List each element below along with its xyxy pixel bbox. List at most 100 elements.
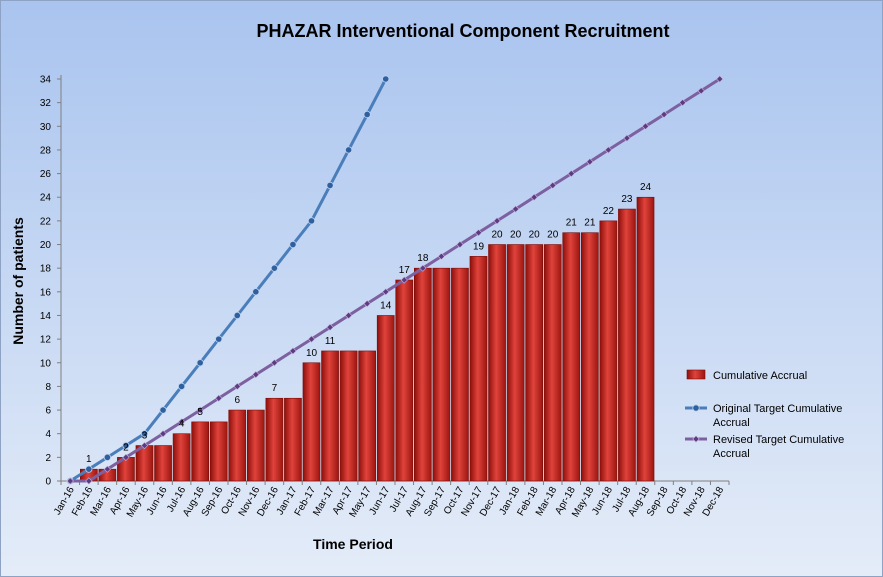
revised-target-marker [530, 193, 538, 201]
legend: Cumulative Accrual Original Target Cumula… [685, 369, 844, 460]
original-target-marker [122, 441, 130, 450]
revised-target-marker [289, 347, 297, 355]
original-target-marker [382, 75, 390, 83]
revised-target-marker [159, 430, 167, 438]
original-target-marker [252, 288, 260, 296]
y-tick-label: 14 [40, 311, 52, 322]
original-target-marker [326, 181, 334, 190]
revised-target-marker [493, 217, 501, 225]
bar-data-label: 1 [86, 454, 92, 465]
cumulative-accrual-bar [469, 256, 488, 482]
revised-target-marker [270, 359, 279, 367]
cumulative-accrual-bar [525, 244, 544, 482]
cumulative-accrual-bar [228, 409, 247, 482]
original-target-marker [363, 110, 371, 119]
y-tick-label: 12 [40, 335, 52, 346]
cumulative-accrual-bar [321, 350, 339, 482]
revised-target-marker [586, 158, 594, 166]
legend-label: Cumulative Accrual [713, 370, 807, 382]
revised-target-marker [177, 418, 186, 426]
revised-target-marker [678, 99, 687, 107]
bar-data-label: 5 [197, 407, 203, 418]
bar-data-label: 21 [584, 218, 596, 229]
bar-data-label: 20 [510, 230, 522, 241]
revised-target-marker [122, 453, 130, 461]
original-target-marker [196, 359, 204, 367]
legend-bar-swatch [686, 369, 706, 380]
revised-target-marker [456, 240, 464, 249]
revised-target-marker [604, 146, 613, 154]
cumulative-accrual-bar [562, 232, 581, 482]
cumulative-accrual-bar [284, 397, 302, 482]
revised-target-line [70, 77, 721, 483]
revised-target-marker [307, 335, 316, 343]
y-axis-title: Number of patients [10, 217, 26, 345]
y-tick-label: 20 [40, 240, 52, 251]
bar-data-label: 14 [380, 300, 392, 311]
revised-target-marker [66, 477, 74, 485]
bar-data-label: 7 [272, 383, 278, 394]
cumulative-accrual-bar [413, 267, 432, 482]
chart-title: PHAZAR Interventional Component Recruitm… [256, 21, 669, 41]
x-axis-title: Time Period [313, 536, 393, 552]
y-tick-label: 24 [40, 193, 52, 204]
bar-data-label: 10 [306, 348, 318, 359]
bar-data-label: 20 [547, 230, 559, 241]
y-tick-label: 34 [40, 75, 52, 86]
revised-target-marker [641, 122, 650, 130]
bar-data-label: 18 [417, 253, 429, 264]
legend-revised-marker [692, 435, 700, 443]
cumulative-accrual-bar [618, 208, 636, 482]
revised-target-marker [140, 441, 149, 450]
cumulative-accrual-bar [451, 267, 469, 482]
revised-target-marker [549, 181, 557, 190]
y-tick-label: 10 [40, 358, 52, 369]
legend-label: Accrual [713, 448, 750, 460]
revised-target-marker [344, 311, 353, 320]
cumulative-accrual-bar [488, 244, 506, 482]
original-target-line [69, 78, 388, 483]
cumulative-accrual-bar [191, 421, 210, 482]
revised-target-marker [363, 300, 371, 308]
revised-target-marker [196, 406, 204, 414]
bar-data-label: 22 [603, 206, 615, 217]
bar-data-label: 2 [123, 442, 129, 453]
revised-target-marker [419, 264, 427, 272]
bar-data-label: 4 [179, 419, 185, 430]
bar-data-label: 24 [640, 182, 652, 193]
y-tick-label: 6 [45, 406, 51, 417]
original-target-marker [85, 465, 93, 473]
original-target-marker [345, 146, 353, 154]
bar-data-label: 19 [473, 241, 485, 252]
revised-target-marker [697, 87, 705, 95]
bar-data-label: 6 [234, 395, 240, 406]
revised-target-marker [660, 110, 668, 119]
bar-data-label: 17 [399, 265, 411, 276]
legend-label: Original Target Cumulative [713, 403, 842, 415]
y-tick-label: 28 [40, 145, 52, 156]
revised-target-marker [215, 394, 223, 402]
cumulative-accrual-bar [209, 421, 228, 482]
cumulative-accrual-bar [154, 445, 172, 482]
bar-data-label: 3 [142, 431, 148, 442]
bar-data-label: 20 [491, 230, 503, 241]
y-tick-label: 32 [40, 98, 52, 109]
original-target-marker [270, 264, 278, 272]
legend-label: Accrual [713, 417, 750, 429]
cumulative-accrual-bar [265, 397, 284, 482]
original-target-marker [215, 335, 223, 343]
original-target-marker [289, 240, 297, 249]
revised-target-marker [511, 205, 520, 213]
cumulative-accrual-bar [172, 433, 191, 482]
bar-data-label: 11 [325, 336, 336, 347]
revised-target-marker [103, 465, 112, 473]
revised-target-marker [437, 252, 446, 260]
cumulative-accrual-bar [580, 232, 599, 482]
cumulative-accrual-bar [506, 244, 525, 482]
bar-data-label: 21 [566, 218, 578, 229]
y-tick-label: 2 [45, 453, 51, 464]
legend-label: Revised Target Cumulative [713, 434, 844, 446]
revised-target-marker [382, 288, 390, 296]
revised-target-marker [474, 229, 483, 237]
